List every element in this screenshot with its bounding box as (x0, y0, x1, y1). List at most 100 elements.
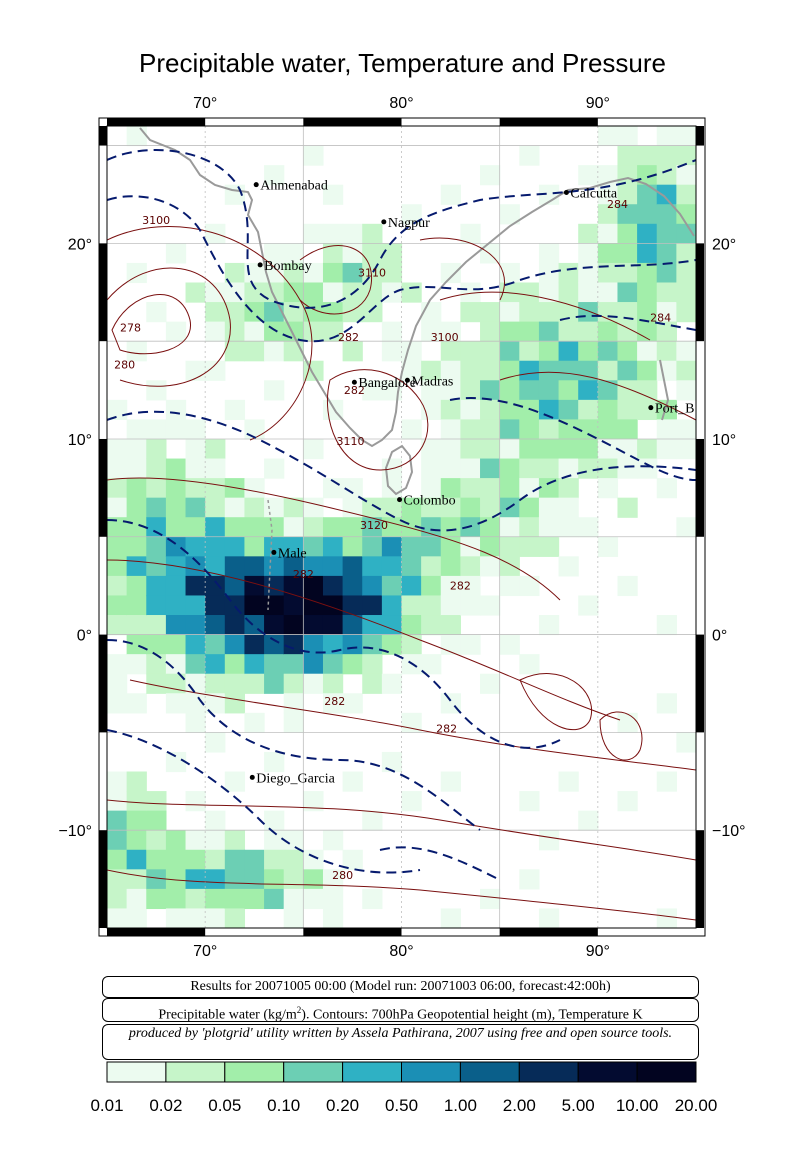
pw-cell (656, 478, 677, 499)
pw-cell (224, 556, 246, 577)
pw-cell (185, 634, 206, 655)
pw-cell (224, 575, 246, 597)
pw-cell (519, 654, 540, 675)
frame-segment (696, 243, 704, 342)
pw-cell (244, 282, 265, 303)
pw-cell (165, 458, 187, 479)
pw-cell (538, 478, 560, 499)
pw-cell (460, 223, 481, 244)
pw-cell (264, 341, 285, 362)
pw-cell (362, 888, 383, 910)
pw-cell (676, 243, 696, 264)
pw-cell (185, 673, 206, 694)
pw-cell (460, 360, 481, 381)
pw-cell (205, 360, 226, 381)
pw-cell (264, 282, 285, 303)
pw-cell (303, 888, 324, 910)
graticule (107, 126, 696, 928)
pw-cell (107, 458, 128, 479)
lat-tick-label: 20° (68, 236, 92, 253)
pw-cell (440, 517, 461, 538)
pw-cell (126, 458, 147, 479)
pw-cell (205, 438, 226, 460)
pw-cell (480, 595, 501, 616)
pw-cell (656, 184, 677, 205)
pw-cell (362, 810, 383, 831)
pw-cell (146, 849, 167, 870)
pw-cell (283, 556, 304, 577)
pw-cell (126, 615, 147, 636)
pw-cell (381, 751, 403, 773)
pw-cell (107, 908, 128, 928)
pw-cell (499, 341, 520, 362)
pw-cell (322, 223, 344, 244)
pw-cell (558, 399, 579, 421)
contour-label-layer: 3100 278 280 3110 282 3100 282 3110 3120 282 282 28… (114, 198, 671, 882)
pw-cell (165, 634, 187, 655)
contour-label: 3110 (336, 435, 364, 448)
pw-cell (224, 517, 246, 538)
colorbar-label: 0.10 (267, 1096, 301, 1115)
pw-cell (342, 243, 363, 264)
pw-cell (421, 615, 442, 636)
pw-cell (460, 634, 481, 655)
colorbar-swatch (518, 1061, 579, 1083)
pw-cell (362, 243, 383, 264)
units-caption: Precipitable water (kg/m2). Contours: 70… (102, 998, 699, 1023)
pw-cell (283, 243, 304, 264)
pw-cell (244, 302, 265, 323)
pw-cell (224, 262, 246, 284)
pw-cell (440, 262, 461, 284)
pw-cell (499, 517, 520, 538)
pw-cell (499, 478, 520, 499)
city-dot (404, 377, 410, 383)
pw-cell (440, 419, 461, 440)
pw-cell (126, 595, 147, 616)
pw-cell (519, 536, 540, 557)
pw-cell (617, 341, 638, 362)
pw-cell (205, 869, 226, 890)
pw-cell (224, 888, 246, 910)
pw-cell (558, 771, 579, 792)
pw-cell (578, 223, 599, 244)
frame-segment (303, 928, 402, 936)
pw-cell (322, 575, 344, 597)
pw-cell (126, 908, 147, 928)
pw-cell (460, 595, 481, 616)
pw-cell (244, 478, 265, 499)
pw-cell (126, 438, 147, 460)
pw-cell (185, 438, 206, 460)
lon-tick-label: 90° (586, 95, 610, 112)
pw-cell (165, 595, 187, 616)
pw-cell (460, 302, 481, 323)
pw-cell (342, 771, 363, 792)
pw-cell (499, 321, 520, 342)
pw-cell (126, 634, 147, 655)
pw-cell (165, 399, 187, 421)
pw-cell (342, 341, 363, 362)
city-marker: Colombo (397, 494, 456, 509)
pw-cell (107, 849, 128, 870)
pw-cell (126, 791, 147, 812)
pw-cell (440, 595, 461, 616)
pw-cell (362, 497, 383, 518)
pw-cell (107, 497, 128, 518)
pw-cell (617, 302, 638, 323)
pw-cell (421, 556, 442, 577)
pw-cell (597, 458, 619, 479)
pw-cell (283, 262, 304, 284)
pw-cell (185, 791, 206, 812)
pw-cell (499, 458, 520, 479)
pw-cell (480, 517, 501, 538)
contour-label: 282 (324, 695, 345, 708)
pw-cell (264, 517, 285, 538)
pw-cell (558, 517, 579, 538)
city-marker: Madras (404, 374, 453, 389)
pw-cell (126, 849, 147, 870)
pw-cell (165, 575, 187, 597)
pw-cell (264, 243, 285, 264)
city-label: Madras (411, 374, 453, 389)
pw-cell (499, 399, 520, 421)
pw-cell (460, 341, 481, 362)
